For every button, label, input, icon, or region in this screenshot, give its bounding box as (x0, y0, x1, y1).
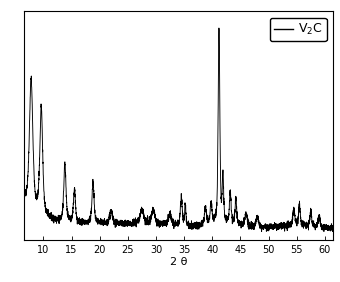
X-axis label: 2 θ: 2 θ (170, 257, 187, 267)
Legend: $\mathregular{V_2C}$: $\mathregular{V_2C}$ (270, 17, 327, 41)
